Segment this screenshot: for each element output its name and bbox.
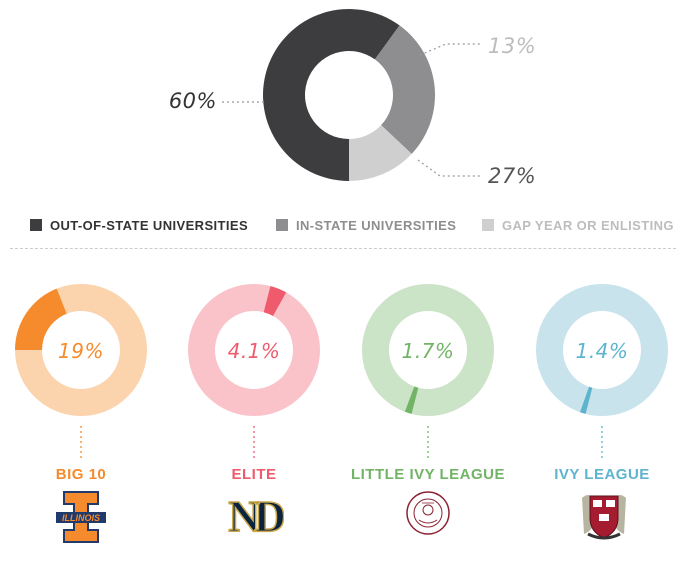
category-donut-value-label: 1.4% [576,339,629,363]
main-donut-chart: 60% 27% 13% [169,8,536,188]
main-donut-slice [374,25,435,154]
category-donut-charts: 19% 4.1% 1.7% 1.4% [15,284,668,458]
legend-item-in-state: IN-STATE UNIVERSITIES [276,213,456,237]
category-donut-slice [15,288,67,350]
main-donut-slice [262,8,400,182]
main-donut-value-label: 60% [169,89,217,113]
harvard-shield-icon [582,495,626,540]
category-donut-slice [263,286,287,316]
legend-swatch [482,219,494,231]
main-donut-value-label: 13% [488,34,536,58]
main-donut-slice [349,125,412,181]
callout-line [417,159,482,177]
category-donut-value-label: 19% [58,339,104,363]
category-donut-slice [404,386,419,414]
legend-item-gap-year: GAP YEAR OR ENLISTING [482,213,674,237]
callout-line [419,43,482,56]
category-donut-remainder [536,284,668,416]
category-donut-remainder [362,284,494,416]
legend-label: IN-STATE UNIVERSITIES [296,217,457,233]
legend-label: OUT-OF-STATE UNIVERSITIES [50,217,249,233]
legend-label: GAP YEAR OR ENLISTING [502,217,674,233]
category-label-little-ivy-league: LITTLE IVY LEAGUE [350,466,506,483]
notre-dame-logo-icon: ND [227,491,284,540]
legend: OUT-OF-STATE UNIVERSITIES IN-STATE UNIVE… [0,213,686,237]
category-donut-value-label: 4.1% [228,339,281,363]
svg-text:ILLINOIS: ILLINOIS [62,513,100,523]
illinois-logo-icon: ILLINOIS [56,491,106,543]
category-donut-value-label: 1.7% [402,339,455,363]
section-divider [10,248,676,249]
legend-swatch [276,219,288,231]
category-label-ivy-league: IVY LEAGUE [554,466,650,483]
category-label-elite: ELITE [231,466,277,483]
category-donut-slice [580,386,593,414]
legend-swatch [30,219,42,231]
main-donut-value-label: 27% [488,164,536,188]
svg-text:ND: ND [228,492,284,540]
category-donut-remainder [188,284,320,416]
legend-item-out-of-state: OUT-OF-STATE UNIVERSITIES [30,213,248,237]
colgate-seal-icon [406,491,450,535]
category-label-big-10: BIG 10 [55,466,107,483]
